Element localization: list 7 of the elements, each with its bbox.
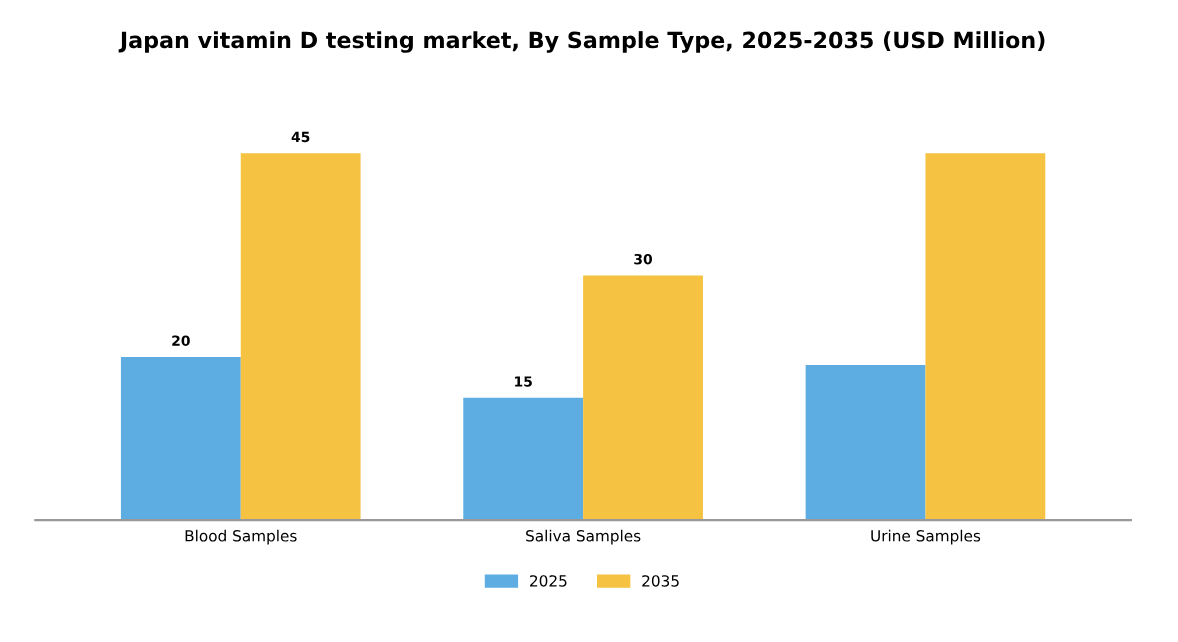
bar [805, 365, 926, 521]
bar [463, 397, 584, 521]
chart-title: Japan vitamin D testing market, By Sample Type, 2025-2035 (USD Million) [118, 31, 1045, 53]
bar [120, 356, 241, 521]
bar [925, 153, 1046, 521]
bar [583, 275, 703, 521]
bar [240, 153, 361, 521]
